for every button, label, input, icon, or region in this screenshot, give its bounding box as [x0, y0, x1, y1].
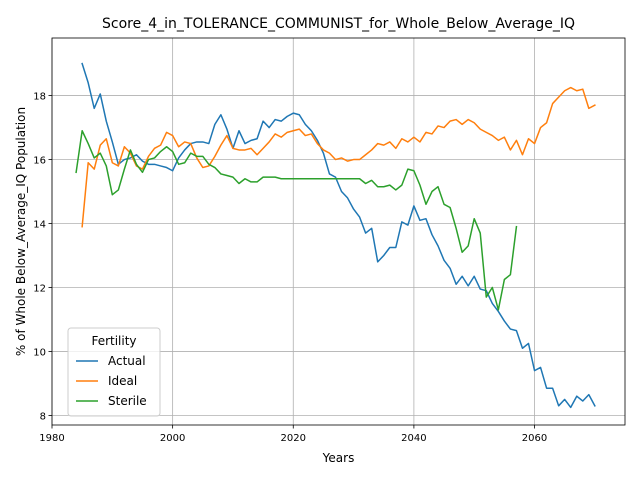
grid [51, 38, 625, 425]
y-tick-label: 14 [33, 220, 46, 231]
x-tick-label: 2040 [401, 433, 426, 444]
chart-title: Score_4_in_TOLERANCE_COMMUNIST_for_Whole… [102, 16, 575, 32]
series-line-sterile [75, 130, 518, 311]
y-tick-label: 8 [40, 411, 46, 422]
series-lines [75, 62, 596, 409]
legend-title: Fertility [91, 334, 136, 348]
y-axis-label: % of Whole Below_Average_IQ Population [14, 107, 28, 356]
x-tick-label: 2000 [160, 433, 185, 444]
legend-label-sterile: Sterile [108, 394, 147, 408]
legend-label-actual: Actual [108, 354, 146, 368]
y-tick-label: 16 [33, 156, 46, 167]
x-axis-label: Years [322, 451, 355, 465]
legend: Fertility Actual Ideal Sterile [67, 327, 161, 417]
x-tick-label: 2060 [522, 433, 547, 444]
y-tick-label: 10 [33, 347, 46, 358]
x-tick-label: 2020 [281, 433, 306, 444]
legend-label-ideal: Ideal [108, 374, 137, 388]
plot-frame [51, 37, 626, 426]
y-axis-ticks: 8 10 12 14 16 18 [33, 92, 52, 422]
legend-box [67, 327, 161, 417]
y-tick-label: 18 [33, 92, 46, 103]
series-line-actual [81, 62, 596, 409]
x-axis-ticks: 1980 2000 2020 2040 2060 [39, 425, 547, 444]
x-tick-label: 1980 [39, 433, 64, 444]
series-line-ideal [81, 86, 596, 228]
y-tick-label: 12 [33, 283, 46, 294]
